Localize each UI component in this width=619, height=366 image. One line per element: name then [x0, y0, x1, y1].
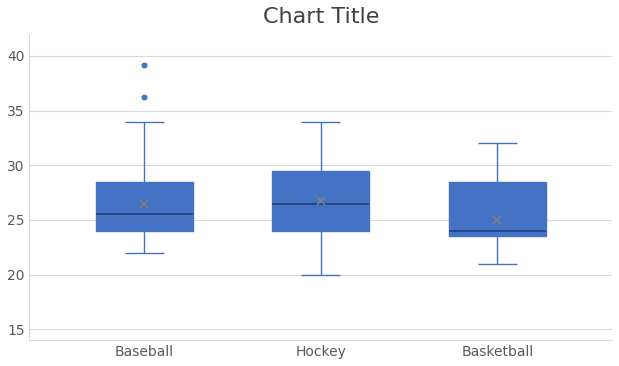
Title: Chart Title: Chart Title — [262, 7, 379, 27]
Bar — [449, 182, 546, 236]
Bar — [272, 171, 370, 231]
Bar — [96, 182, 193, 231]
